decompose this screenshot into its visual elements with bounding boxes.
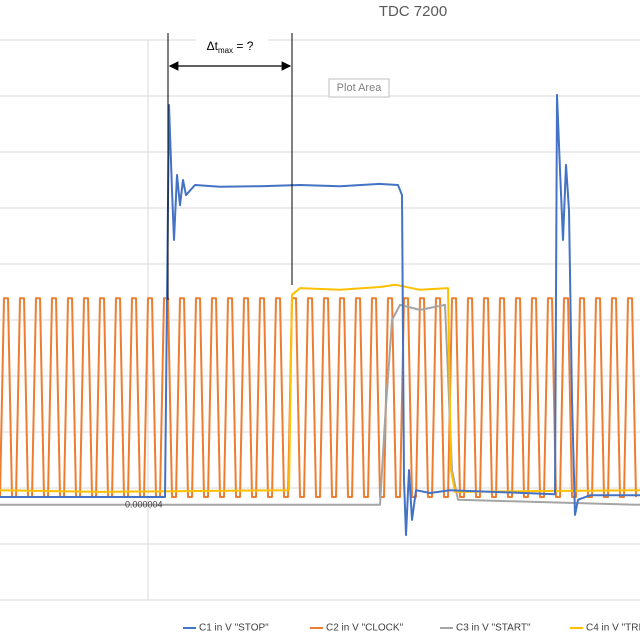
annotation-text: Δt — [207, 39, 219, 53]
annotation-text: = ? — [233, 39, 254, 53]
annotation: Δtmax = ? — [207, 39, 254, 55]
axis-label: 0.000004 — [125, 499, 163, 509]
legend-label: C2 in V "CLOCK" — [326, 623, 404, 634]
series-line — [0, 283, 640, 493]
series-line — [0, 93, 640, 536]
tooltip: Plot Area — [337, 82, 383, 94]
tooltip-box — [328, 78, 390, 98]
series-line — [0, 297, 637, 498]
series-line — [0, 303, 640, 506]
chart-title: TDC 7200 — [379, 3, 447, 20]
legend-label: C3 in V "START" — [456, 623, 531, 634]
grid — [0, 39, 640, 601]
legend: C1 in V "STOP" C2 in V "CLOCK" C3 in V "ST… — [183, 623, 640, 634]
plot — [0, 93, 640, 536]
annotation-sub: max — [218, 46, 233, 55]
legend-label: C4 in V "TRI — [586, 623, 640, 634]
annotation-box — [196, 37, 268, 57]
legend-label: C1 in V "STOP" — [199, 623, 269, 634]
